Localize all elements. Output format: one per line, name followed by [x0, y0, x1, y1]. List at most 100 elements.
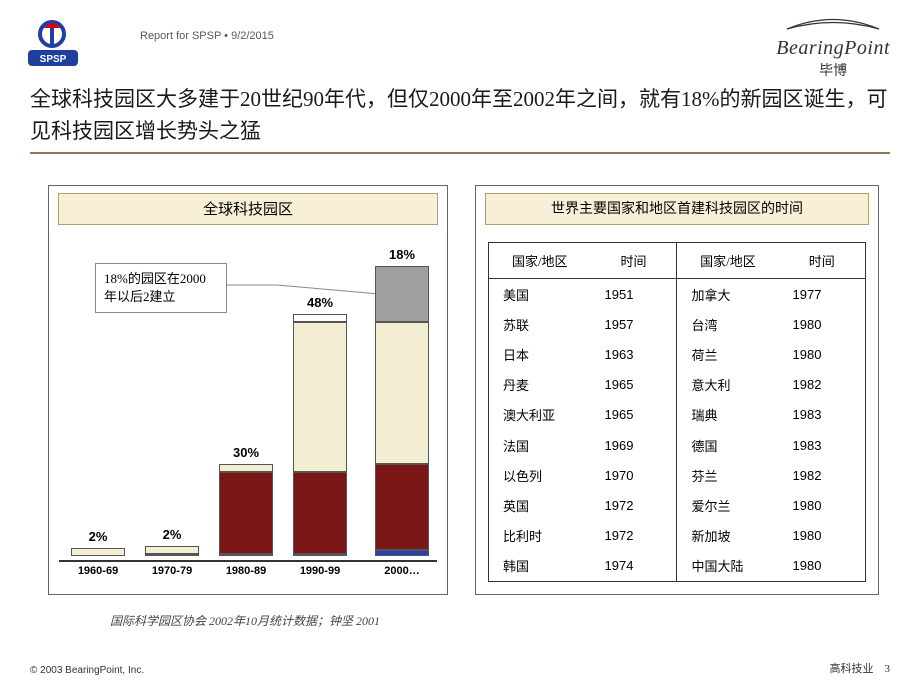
table-row: 韩国1974中国大陆1980	[489, 551, 865, 581]
bar-seg	[375, 464, 429, 550]
table-cell: 荷兰	[677, 339, 779, 369]
chart-bars: 2%2%30%48%18%	[59, 266, 437, 556]
bar-label: 2%	[71, 529, 125, 544]
table-cell: 丹麦	[489, 370, 591, 400]
table-cell: 新加坡	[677, 521, 779, 551]
table-header: 国家/地区	[677, 243, 779, 279]
bar-seg	[145, 546, 199, 554]
report-meta: Report for SPSP • 9/2/2015	[140, 30, 274, 42]
table-cell: 1970	[591, 460, 677, 490]
table-cell: 1957	[591, 309, 677, 339]
title-rule	[30, 152, 890, 154]
table-cell: 1965	[591, 370, 677, 400]
bar-label: 30%	[219, 445, 273, 460]
footer-page: 3	[885, 663, 891, 675]
bar-seg	[375, 266, 429, 322]
table-row: 澳大利亚1965瑞典1983	[489, 400, 865, 430]
source-note: 国际科学园区协会 2002年10月统计数据；钟坚 2001	[110, 612, 380, 629]
bar-label: 48%	[293, 295, 347, 310]
xtick: 1990-99	[287, 565, 353, 577]
bp-logo-cn: 毕博	[776, 60, 890, 80]
chart-panel-title: 全球科技园区	[58, 193, 438, 225]
table-cell: 爱尔兰	[677, 490, 779, 520]
table-cell: 苏联	[489, 309, 591, 339]
table-cell: 美国	[489, 279, 591, 310]
table-cell: 日本	[489, 339, 591, 369]
table-cell: 1969	[591, 430, 677, 460]
bar-label: 2%	[145, 527, 199, 542]
table-row: 英国1972爱尔兰1980	[489, 490, 865, 520]
page-title: 全球科技园区大多建于20世纪90年代，但仅2000年至2002年之间，就有18%…	[30, 84, 890, 147]
footer-right: 高科技业 3	[830, 660, 891, 676]
table-cell: 以色列	[489, 460, 591, 490]
xtick: 1960-69	[65, 565, 131, 577]
table-cell: 1980	[779, 521, 866, 551]
data-table: 国家/地区时间国家/地区时间美国1951加拿大1977苏联1957台湾1980日…	[488, 242, 866, 582]
bar-seg	[293, 322, 347, 472]
table-cell: 比利时	[489, 521, 591, 551]
table-cell: 1974	[591, 551, 677, 581]
table-row: 比利时1972新加坡1980	[489, 521, 865, 551]
bar-seg	[145, 554, 199, 556]
footer-copyright: © 2003 BearingPoint, Inc.	[30, 665, 144, 676]
bar-label: 18%	[375, 247, 429, 262]
chart-xaxis: 1960-69 1970-79 1980-89 1990-99 2000…	[59, 560, 437, 580]
table-cell: 德国	[677, 430, 779, 460]
table-cell: 1980	[779, 490, 866, 520]
table-header: 国家/地区	[489, 243, 591, 279]
xtick: 2000…	[369, 565, 435, 577]
table-cell: 1972	[591, 521, 677, 551]
table-row: 日本1963荷兰1980	[489, 339, 865, 369]
table-row: 苏联1957台湾1980	[489, 309, 865, 339]
bar-seg	[219, 554, 273, 556]
bar-seg	[293, 554, 347, 556]
table-row: 丹麦1965意大利1982	[489, 370, 865, 400]
xtick: 1980-89	[213, 565, 279, 577]
table-cell: 意大利	[677, 370, 779, 400]
table-cell: 1983	[779, 400, 866, 430]
table-cell: 1980	[779, 309, 866, 339]
table-row: 法国1969德国1983	[489, 430, 865, 460]
chart-panel: 全球科技园区 18%的园区在2000年以后2建立 2%2%30%48%18% 1…	[48, 185, 448, 595]
table-cell: 瑞典	[677, 400, 779, 430]
bar-seg	[375, 322, 429, 464]
table-cell: 1982	[779, 460, 866, 490]
table-cell: 芬兰	[677, 460, 779, 490]
bar-seg	[375, 550, 429, 556]
bp-logo-en: BearingPoint	[776, 37, 890, 60]
table-cell: 1977	[779, 279, 866, 310]
xtick: 1970-79	[139, 565, 205, 577]
table-cell: 1951	[591, 279, 677, 310]
table-cell: 澳大利亚	[489, 400, 591, 430]
spsp-logo-text: SPSP	[40, 54, 67, 65]
bar-seg	[293, 314, 347, 322]
table-cell: 中国大陆	[677, 551, 779, 581]
table-cell: 1972	[591, 490, 677, 520]
table-panel: 世界主要国家和地区首建科技园区的时间 国家/地区时间国家/地区时间美国1951加…	[475, 185, 879, 595]
table-cell: 韩国	[489, 551, 591, 581]
bar-seg	[219, 472, 273, 554]
table-cell: 台湾	[677, 309, 779, 339]
table-cell: 1963	[591, 339, 677, 369]
bp-arc-icon	[783, 16, 883, 30]
table-panel-title: 世界主要国家和地区首建科技园区的时间	[485, 193, 869, 225]
table-header: 时间	[779, 243, 866, 279]
footer-label: 高科技业	[830, 663, 874, 675]
header: SPSP Report for SPSP • 9/2/2015 BearingP…	[0, 12, 920, 62]
bar-seg	[71, 548, 125, 556]
table-cell: 1983	[779, 430, 866, 460]
table-header: 时间	[591, 243, 677, 279]
table-row: 美国1951加拿大1977	[489, 279, 865, 310]
table-cell: 1982	[779, 370, 866, 400]
bearingpoint-logo: BearingPoint 毕博	[776, 16, 890, 80]
bar-seg	[293, 472, 347, 554]
table-row: 以色列1970芬兰1982	[489, 460, 865, 490]
table-cell: 1980	[779, 551, 866, 581]
table-cell: 英国	[489, 490, 591, 520]
spsp-logo: SPSP	[22, 20, 84, 68]
table-cell: 加拿大	[677, 279, 779, 310]
table-cell: 1980	[779, 339, 866, 369]
table-cell: 法国	[489, 430, 591, 460]
chart-area: 18%的园区在2000年以后2建立 2%2%30%48%18% 1960-691…	[59, 241, 437, 584]
table-cell: 1965	[591, 400, 677, 430]
